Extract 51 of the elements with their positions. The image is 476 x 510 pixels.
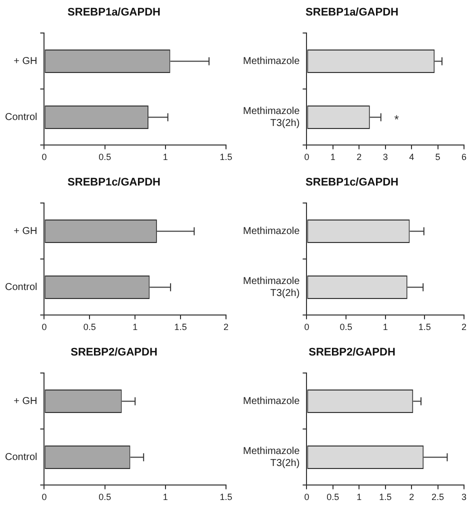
x-tick-label: 0.5 — [340, 322, 352, 332]
x-tick-label: 2.5 — [432, 492, 444, 502]
chart-title: SREBP1a/GAPDH — [306, 6, 399, 19]
y-tick-label: + GH — [14, 56, 38, 67]
x-tick-label: 2 — [356, 152, 362, 162]
x-tick-label: 4 — [409, 152, 414, 162]
y-tick-label: Methimazole T3(2h) — [242, 276, 300, 299]
y-tick-label: Methimazole — [242, 56, 300, 67]
y-tick-label: Methimazole — [242, 226, 300, 237]
y-tick-label: Control — [4, 452, 38, 463]
y-tick-label: + GH — [14, 226, 38, 237]
x-tick-label: 2 — [223, 322, 229, 332]
y-tick-label: Control — [4, 282, 38, 293]
x-tick-label: 1.5 — [220, 492, 232, 502]
y-tick-label: Methimazole T3(2h) — [242, 106, 300, 129]
x-tick-label: 3 — [461, 492, 467, 502]
x-tick-label: 2 — [409, 492, 414, 502]
x-tick-label: 1.5 — [379, 492, 392, 502]
x-tick-label: 6 — [461, 152, 467, 162]
chart-title: SREBP1a/GAPDH — [68, 6, 161, 19]
y-tick-label: + GH — [14, 396, 38, 407]
x-tick-label: 1 — [162, 492, 168, 502]
chart-title: SREBP1c/GAPDH — [68, 176, 161, 189]
chart-title: SREBP1c/GAPDH — [306, 176, 399, 189]
chart-title: SREBP2/GAPDH — [308, 346, 396, 359]
y-tick-label: Control — [4, 112, 38, 123]
x-tick-label: 1.5 — [418, 322, 431, 332]
x-tick-label: 5 — [435, 152, 440, 162]
x-tick-label: 0 — [42, 492, 47, 502]
x-tick-label: 1 — [132, 322, 138, 332]
x-tick-label: 1.5 — [220, 152, 232, 162]
x-tick-label: 1 — [356, 492, 362, 502]
x-tick-label: 1 — [330, 152, 336, 162]
x-tick-label: 0.5 — [98, 492, 112, 502]
x-tick-label: 0 — [42, 322, 47, 332]
x-tick-label: 0.5 — [98, 152, 112, 162]
x-tick-label: 1 — [162, 152, 168, 162]
y-tick-label: Methimazole T3(2h) — [242, 446, 300, 469]
x-tick-label: 3 — [382, 152, 388, 162]
x-tick-label: 0 — [304, 152, 310, 162]
x-tick-label: 1.5 — [174, 322, 187, 332]
x-tick-label: 2 — [461, 322, 467, 332]
x-tick-label: 0 — [304, 322, 310, 332]
chart-title: SREBP2/GAPDH — [70, 346, 158, 359]
x-tick-label: 0.5 — [83, 322, 96, 332]
x-tick-label: 0 — [304, 492, 310, 502]
y-tick-label: Methimazole — [242, 396, 300, 407]
x-tick-label: 1 — [382, 322, 388, 332]
x-tick-label: 0 — [42, 152, 47, 162]
x-tick-label: 0.5 — [326, 492, 340, 502]
annotation: * — [394, 112, 400, 127]
